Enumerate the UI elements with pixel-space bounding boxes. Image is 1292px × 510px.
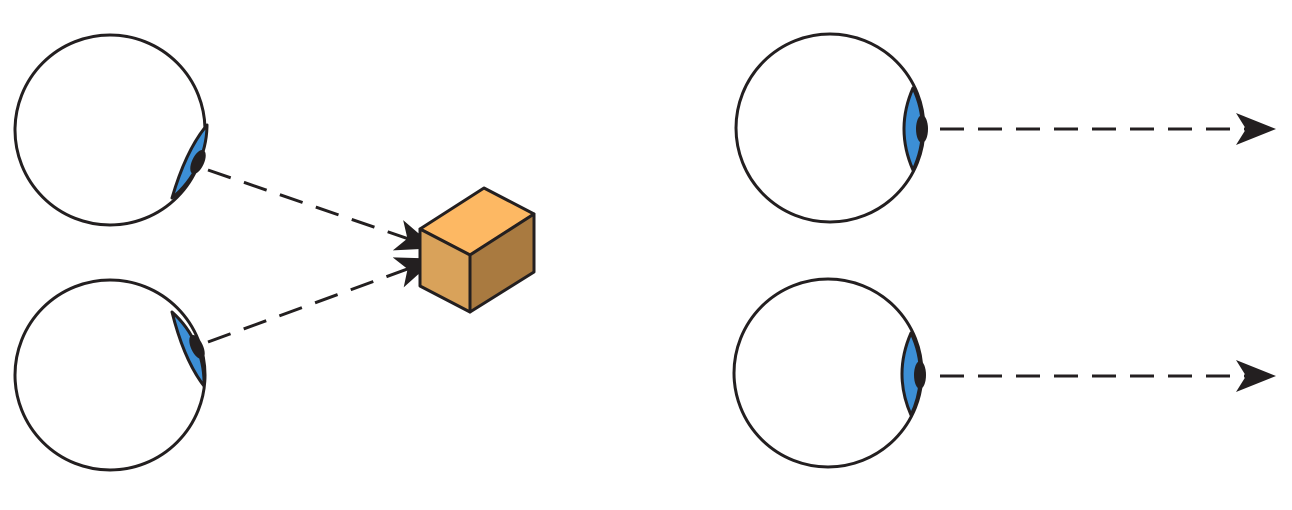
eyeball [734,32,926,224]
iris [170,310,206,388]
cube-side-face [468,212,536,314]
pupil [914,361,926,389]
pupil [916,115,928,143]
sight-line-bottom [207,257,436,344]
iris [170,123,209,200]
cube-icon [418,186,536,314]
pupil [190,149,206,175]
right-top-eye [734,32,928,224]
left-panel [13,33,536,472]
eyeball [13,33,207,227]
left-bottom-eye [13,278,207,472]
left-top-eye [13,33,209,227]
sight-line-top [207,168,436,251]
iris [900,331,922,417]
right-bottom-eye [732,277,926,469]
eyeball [732,277,924,469]
iris [902,86,924,172]
eyeball [13,278,207,472]
right-panel [732,32,1276,469]
pupil [189,334,205,360]
